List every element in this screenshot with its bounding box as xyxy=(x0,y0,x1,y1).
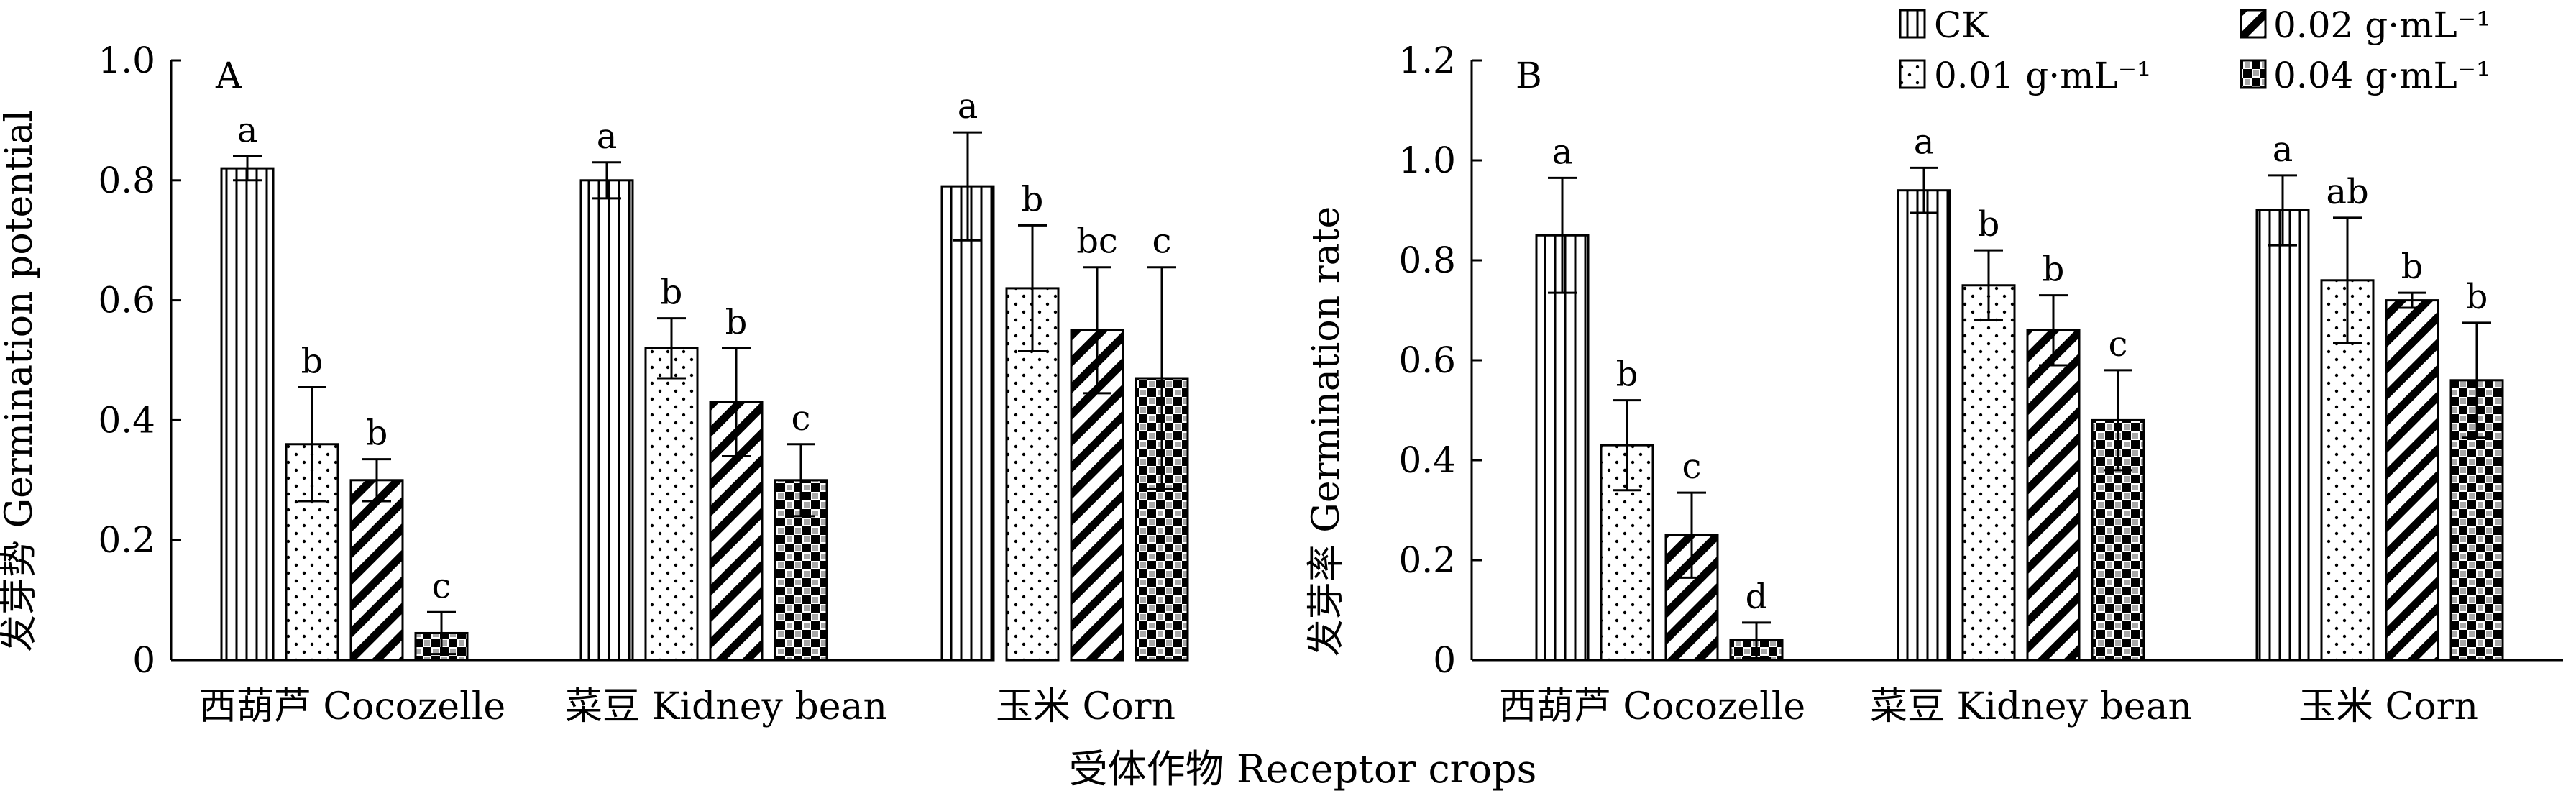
legend-swatch-001 xyxy=(1899,59,1926,89)
panel-b-bar xyxy=(2026,329,2081,662)
panel-b-significance-letter: a xyxy=(1914,122,1935,162)
panel-a-significance-letter: b xyxy=(301,342,324,382)
panel-a-y-tick-label: 0.2 xyxy=(98,519,155,561)
legend-swatch-ck xyxy=(1899,9,1926,39)
legend-label-002: 0.02 g·mL⁻¹ xyxy=(2273,4,2490,46)
panel-a-label: A xyxy=(215,55,242,96)
panel-a-significance-letter: b xyxy=(366,413,388,454)
panel-a-category-label: 菜豆 Kidney bean xyxy=(565,685,887,728)
panel-b-bar xyxy=(1664,534,1719,662)
panel-b-significance-letter: c xyxy=(2109,324,2128,365)
panel-a-bar xyxy=(579,179,634,662)
x-axis-title: 受体作物 Receptor crops xyxy=(1069,746,1537,792)
legend-swatch-004 xyxy=(2240,59,2267,89)
legend-swatch-002 xyxy=(2240,9,2267,39)
panel-b-bar xyxy=(1961,284,2016,662)
panel-b-significance-letter: a xyxy=(1552,132,1573,172)
panel-b-significance-letter: b xyxy=(2466,277,2488,317)
panel-b-significance-letter: d xyxy=(1746,577,1768,617)
panel-a-y-tick-label: 0.8 xyxy=(98,160,155,201)
legend-label-001: 0.01 g·mL⁻¹ xyxy=(1934,55,2151,96)
panel-b-y-tick-label: 0 xyxy=(1433,639,1456,681)
panel-a-y-tick-label: 0.6 xyxy=(98,280,155,321)
panel-a-y-tick-label: 1.0 xyxy=(98,40,155,81)
panel-b-bar xyxy=(2255,209,2310,662)
panel-b-category-label: 玉米 Corn xyxy=(2298,685,2478,728)
panel-a-category-label: 西葫芦 Cocozelle xyxy=(199,685,505,728)
panel-a-significance-letter: a xyxy=(597,116,618,157)
panel-b-category-label: 菜豆 Kidney bean xyxy=(1870,685,2192,728)
panel-b-bar xyxy=(1535,234,1590,662)
panel-b-significance-letter: b xyxy=(1616,354,1638,395)
panel-a-bar xyxy=(644,347,699,662)
panel-a-significance-letter: c xyxy=(432,566,452,606)
panel-b-significance-letter: c xyxy=(1682,447,1702,487)
panel-a-y-tick-label: 0 xyxy=(132,639,155,681)
panel-b-significance-letter: a xyxy=(2273,129,2293,170)
panel-b-significance-letter: b xyxy=(1978,204,2000,244)
panel-a: 发芽势 Germination potential A 0 0.2 0.4 0.6 0.… xyxy=(0,40,1189,728)
panel-a-significance-letter: a xyxy=(237,110,258,150)
panel-a-significance-letter: c xyxy=(792,398,811,439)
panel-b-y-tick-label: 0.8 xyxy=(1398,239,1456,281)
panel-b-y-tick-label: 0.2 xyxy=(1398,539,1456,581)
panel-b-y-tick-label: 0.6 xyxy=(1398,339,1456,381)
panel-a-bar xyxy=(940,185,995,662)
panel-b-category-label: 西葫芦 Cocozelle xyxy=(1499,685,1805,728)
panel-b-y-tick-label: 1.0 xyxy=(1398,139,1456,181)
panel-a-ylabel: 发芽势 Germination potential xyxy=(0,110,41,652)
panel-b-significance-letter: b xyxy=(2043,250,2065,290)
panel-a-significance-letter: b xyxy=(725,302,748,342)
panel-b-significance-letter: b xyxy=(2401,247,2424,287)
legend: CK 0.01 g·mL⁻¹ 0.02 g·mL⁻¹ 0.04 g·mL⁻¹ xyxy=(1899,4,2490,96)
panel-a-significance-letter: b xyxy=(1022,179,1044,219)
panel-a-bar xyxy=(349,479,404,662)
panel-a-bar xyxy=(220,167,275,662)
panel-b-bar xyxy=(1897,189,1951,662)
panel-a-y-tick-label: 0.4 xyxy=(98,399,155,441)
panel-b-y-tick-label: 1.2 xyxy=(1398,40,1456,81)
panel-b-ylabel: 发芽率 Germination rate xyxy=(1305,206,1348,657)
panel-b-bar xyxy=(2385,299,2439,662)
panel-a-significance-letter: b xyxy=(661,273,683,313)
panel-a-significance-letter: c xyxy=(1152,221,1172,262)
panel-b: 发芽率 Germination rate B 0 0.2 0.4 0.6 0.8 1.0 1… xyxy=(1305,40,2563,728)
legend-label-004: 0.04 g·mL⁻¹ xyxy=(2273,55,2490,96)
panel-b-y-tick-label: 0.4 xyxy=(1398,439,1456,481)
panel-a-category-label: 玉米 Corn xyxy=(996,685,1175,728)
panel-a-significance-letter: bc xyxy=(1076,221,1118,262)
panel-b-significance-letter: ab xyxy=(2326,172,2368,212)
legend-label-ck: CK xyxy=(1934,4,1989,46)
panel-a-significance-letter: a xyxy=(958,86,978,127)
panel-b-label: B xyxy=(1516,55,1542,96)
